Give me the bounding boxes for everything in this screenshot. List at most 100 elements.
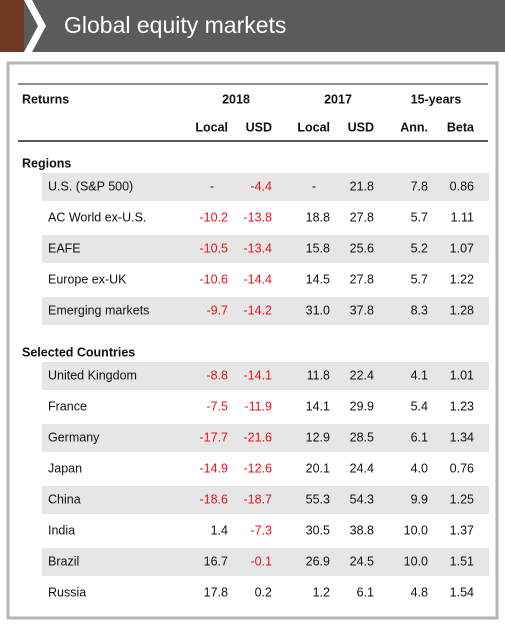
cell-value: 0.2 [255, 585, 272, 599]
cell-value: 1.4 [211, 523, 228, 537]
row-label: China [48, 492, 81, 506]
section-title: Selected Countries [22, 345, 135, 359]
cell-value: -10.6 [200, 272, 229, 286]
cell-value: -8.8 [206, 368, 228, 382]
cell-value: -10.2 [200, 210, 229, 224]
cell-value: -21.6 [244, 430, 273, 444]
cell-value: 1.28 [450, 303, 474, 317]
row-shade [42, 173, 489, 201]
cell-value: 14.1 [306, 399, 330, 413]
row-label: Brazil [48, 554, 79, 568]
cell-value: 37.8 [350, 303, 374, 317]
sub-header: USD [246, 120, 272, 134]
cell-value: -17.7 [200, 430, 229, 444]
cell-value: 29.9 [350, 399, 374, 413]
cell-value: -10.5 [200, 241, 229, 255]
header-chevron [24, 0, 46, 52]
cell-value: 6.1 [357, 585, 374, 599]
cell-value: 4.1 [411, 368, 428, 382]
cell-value: 6.1 [411, 430, 428, 444]
cell-value: -18.6 [200, 492, 229, 506]
cell-value: 24.4 [350, 461, 374, 475]
cell-value: 38.8 [350, 523, 374, 537]
row-shade [42, 424, 489, 452]
cell-value: 5.7 [411, 210, 428, 224]
cell-value: 1.34 [450, 430, 474, 444]
row-label: Emerging markets [48, 303, 149, 317]
cell-value: -7.3 [250, 523, 272, 537]
cell-value: 18.8 [306, 210, 330, 224]
cell-value: 25.6 [350, 241, 374, 255]
cell-value: 54.3 [350, 492, 374, 506]
sub-header: Local [195, 120, 228, 134]
cell-value: - [210, 179, 214, 193]
cell-value: -13.4 [244, 241, 273, 255]
row-label: U.S. (S&P 500) [48, 179, 133, 193]
cell-value: 17.8 [204, 585, 228, 599]
cell-value: -7.5 [206, 399, 228, 413]
section-title: Regions [22, 156, 71, 170]
cell-value: 1.01 [450, 368, 474, 382]
cell-value: 4.0 [411, 461, 428, 475]
cell-value: 1.23 [450, 399, 474, 413]
cell-value: 20.1 [306, 461, 330, 475]
row-label: India [48, 523, 75, 537]
cell-value: -13.8 [244, 210, 273, 224]
cell-value: 16.7 [204, 554, 228, 568]
cell-value: 10.0 [404, 523, 428, 537]
row-label: AC World ex-U.S. [48, 210, 146, 224]
cell-value: 28.5 [350, 430, 374, 444]
cell-value: 5.4 [411, 399, 428, 413]
row-shade [42, 297, 489, 325]
cell-value: 0.76 [450, 461, 474, 475]
cell-value: 1.25 [450, 492, 474, 506]
cell-value: 0.86 [450, 179, 474, 193]
sub-header: USD [348, 120, 374, 134]
sub-header: Local [297, 120, 330, 134]
sub-header: Ann. [400, 120, 428, 134]
row-shade [42, 362, 489, 390]
row-label: EAFE [48, 241, 81, 255]
row-label: Germany [48, 430, 100, 444]
group-header: 2017 [324, 92, 352, 106]
cell-value: 15.8 [306, 241, 330, 255]
cell-value: 1.37 [450, 523, 474, 537]
cell-value: -11.9 [244, 399, 272, 413]
cell-value: -4.4 [250, 179, 272, 193]
cell-value: 27.8 [350, 210, 374, 224]
cell-value: 27.8 [350, 272, 374, 286]
row-label: Japan [48, 461, 82, 475]
header-accent [0, 0, 24, 52]
cell-value: 26.9 [306, 554, 330, 568]
cell-value: 1.07 [450, 241, 474, 255]
cell-value: 55.3 [306, 492, 330, 506]
cell-value: 4.8 [411, 585, 428, 599]
group-header: 15-years [411, 92, 462, 106]
cell-value: 8.3 [411, 303, 428, 317]
cell-value: 14.5 [306, 272, 330, 286]
row-shade [42, 486, 489, 514]
row-label: Europe ex-UK [48, 272, 127, 286]
cell-value: 12.9 [306, 430, 330, 444]
cell-value: 21.8 [350, 179, 374, 193]
row-label: United Kingdom [48, 368, 137, 382]
cell-value: -12.6 [244, 461, 273, 475]
table-frame [6, 61, 499, 620]
cell-value: 1.2 [313, 585, 330, 599]
row-label: France [48, 399, 87, 413]
cell-value: 1.54 [450, 585, 474, 599]
cell-value: -14.4 [244, 272, 273, 286]
group-header: Returns [22, 92, 69, 106]
cell-value: 5.7 [411, 272, 428, 286]
cell-value: 11.8 [307, 368, 330, 382]
row-shade [42, 548, 489, 576]
cell-value: -0.1 [250, 554, 272, 568]
row-shade [42, 235, 489, 263]
cell-value: 10.0 [404, 554, 428, 568]
cell-value: 24.5 [350, 554, 374, 568]
cell-value: 9.9 [411, 492, 428, 506]
cell-value: -14.9 [200, 461, 229, 475]
row-label: Russia [48, 585, 86, 599]
cell-value: 30.5 [306, 523, 330, 537]
